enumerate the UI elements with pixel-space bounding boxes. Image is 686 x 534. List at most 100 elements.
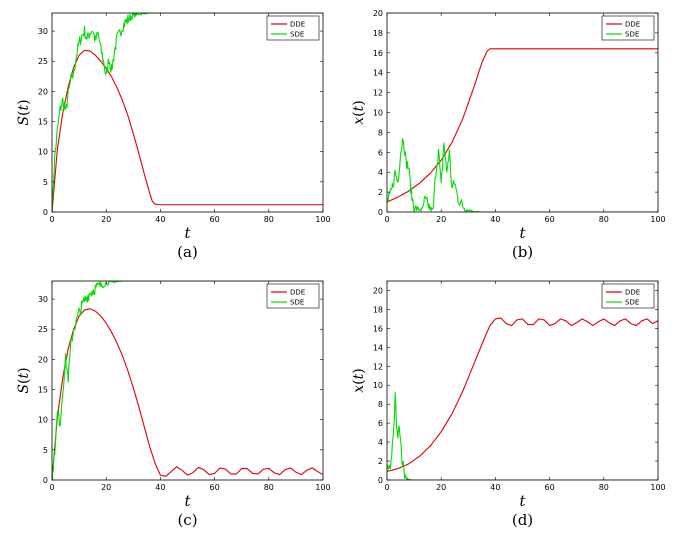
x-axis-label: t [184,492,191,510]
y-tick-label: 20 [38,87,48,96]
series-line-dde [387,317,658,473]
x-tick-label: 20 [101,483,111,492]
x-tick-label: 100 [650,215,665,224]
y-tick-label: 6 [378,148,383,157]
legend-label-dde: DDE [625,289,640,297]
y-tick-label: 10 [373,109,383,118]
x-tick-label: 40 [155,215,165,224]
axes-frame [386,280,659,481]
y-tick-label: 10 [38,416,48,425]
subplot-caption: (a) [177,243,198,261]
y-tick-label: 4 [378,168,383,177]
y-tick-label: 5 [43,178,48,187]
y-axis-label-close: ) [351,100,367,105]
y-tick-label: 12 [373,89,383,98]
y-tick-label: 8 [378,128,383,137]
y-tick-label: 18 [373,29,383,38]
y-tick-label: 30 [38,295,48,304]
legend-label-sde: SDE [290,299,304,307]
y-tick-label: 4 [378,438,383,447]
y-tick-label: 14 [373,69,383,78]
y-tick-label: 2 [378,188,383,197]
y-tick-label: 20 [373,286,383,295]
y-tick-label: 12 [373,362,383,371]
y-tick-label: 2 [378,457,383,466]
y-tick-label: 25 [38,325,48,334]
y-axis-label: S(t) [16,367,32,393]
y-tick-label: 6 [378,419,383,428]
x-tick-label: 60 [210,215,220,224]
x-tick-label: 0 [384,215,389,224]
series-line-dde [52,308,323,480]
y-axis-label-fn: x [351,385,367,393]
y-tick-label: 0 [43,208,48,217]
legend-box [601,283,655,309]
x-tick-label: 40 [490,215,500,224]
y-tick-label: 0 [378,476,383,485]
y-tick-label: 18 [373,305,383,314]
y-tick-label: 10 [38,148,48,157]
x-tick-label: 100 [650,483,665,492]
y-axis-label-fn: x [351,117,367,125]
y-tick-label: 14 [373,343,383,352]
axes-frame [51,12,324,213]
x-tick-label: 60 [210,483,220,492]
x-tick-label: 20 [101,215,111,224]
series-line-sde [387,392,658,480]
y-axis-label: x(t) [351,368,367,392]
x-tick-label: 40 [490,483,500,492]
series-line-dde [387,48,658,203]
x-axis-label: t [519,224,526,242]
legend-label-sde: SDE [290,31,304,39]
series-line-sde [52,281,323,480]
x-tick-label: 0 [49,215,54,224]
y-axis-label-close: ) [16,99,32,104]
y-tick-label: 8 [378,400,383,409]
axes-frame [51,280,324,481]
x-tick-label: 80 [264,483,274,492]
y-axis-label-fn: S [16,384,32,394]
y-axis-label-arg: t [16,105,32,111]
x-tick-label: 80 [599,215,609,224]
y-axis-label: x(t) [351,100,367,124]
y-axis-label-open: ( [16,379,32,384]
y-tick-label: 16 [373,324,383,333]
x-tick-label: 0 [384,483,389,492]
y-axis-label-arg: t [351,373,367,379]
y-tick-label: 16 [373,49,383,58]
legend-box [266,283,320,309]
y-axis-label-open: ( [351,111,367,116]
y-axis-label-open: ( [351,379,367,384]
y-axis-label-fn: S [16,116,32,126]
y-axis-label: S(t) [16,99,32,125]
x-axis-label: t [184,224,191,242]
x-tick-label: 20 [436,483,446,492]
legend-box [601,15,655,41]
y-axis-label-open: ( [16,111,32,116]
subplot-caption: (d) [512,511,533,529]
y-tick-label: 15 [38,118,48,127]
y-axis-label-arg: t [351,105,367,111]
legend-label-dde: DDE [290,21,305,29]
x-tick-label: 100 [315,215,330,224]
x-tick-label: 80 [599,483,609,492]
x-tick-label: 40 [155,483,165,492]
x-tick-label: 20 [436,215,446,224]
legend-label-sde: SDE [625,31,639,39]
y-axis-label-arg: t [16,373,32,379]
y-axis-label-close: ) [351,368,367,373]
y-tick-label: 25 [38,57,48,66]
subplot-caption: (b) [512,243,533,261]
subplot-b: 0 20 40 60 80 10002468101214161820tx(t)DDESDE… [351,9,666,261]
legend-label-sde: SDE [625,299,639,307]
series-line-sde [52,13,323,212]
x-axis-label: t [519,492,526,510]
series-line-dde [52,49,323,212]
y-tick-label: 0 [378,208,383,217]
y-tick-label: 20 [373,9,383,18]
y-axis-label-close: ) [16,367,32,372]
y-tick-label: 30 [38,27,48,36]
